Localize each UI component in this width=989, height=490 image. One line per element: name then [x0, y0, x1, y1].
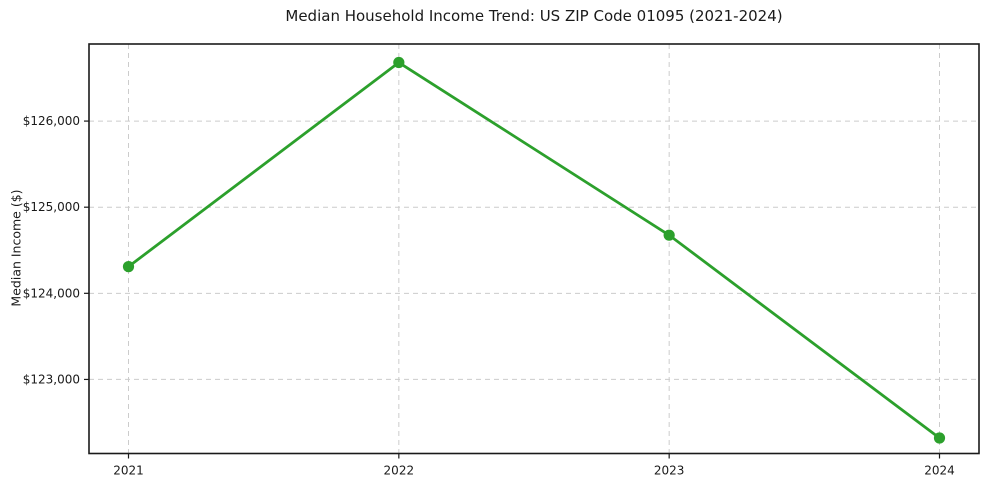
- x-tick-label: 2022: [384, 464, 415, 478]
- x-tick-label: 2023: [654, 464, 685, 478]
- plot-border: [88, 43, 980, 455]
- y-tick-label: $124,000: [23, 286, 80, 300]
- x-tick-label: 2024: [924, 464, 955, 478]
- data-point-marker: [393, 56, 405, 69]
- data-point-marker: [933, 432, 946, 444]
- y-tick-label: $125,000: [23, 200, 80, 214]
- series-line: [127, 61, 941, 440]
- x-tick-label: 2021: [113, 464, 144, 478]
- data-point-marker: [122, 261, 135, 273]
- y-tick-label: $126,000: [23, 114, 80, 128]
- chart-title: Median Household Income Trend: US ZIP Co…: [285, 7, 783, 25]
- data-point-marker: [663, 229, 675, 241]
- y-tick-label: $123,000: [23, 372, 80, 386]
